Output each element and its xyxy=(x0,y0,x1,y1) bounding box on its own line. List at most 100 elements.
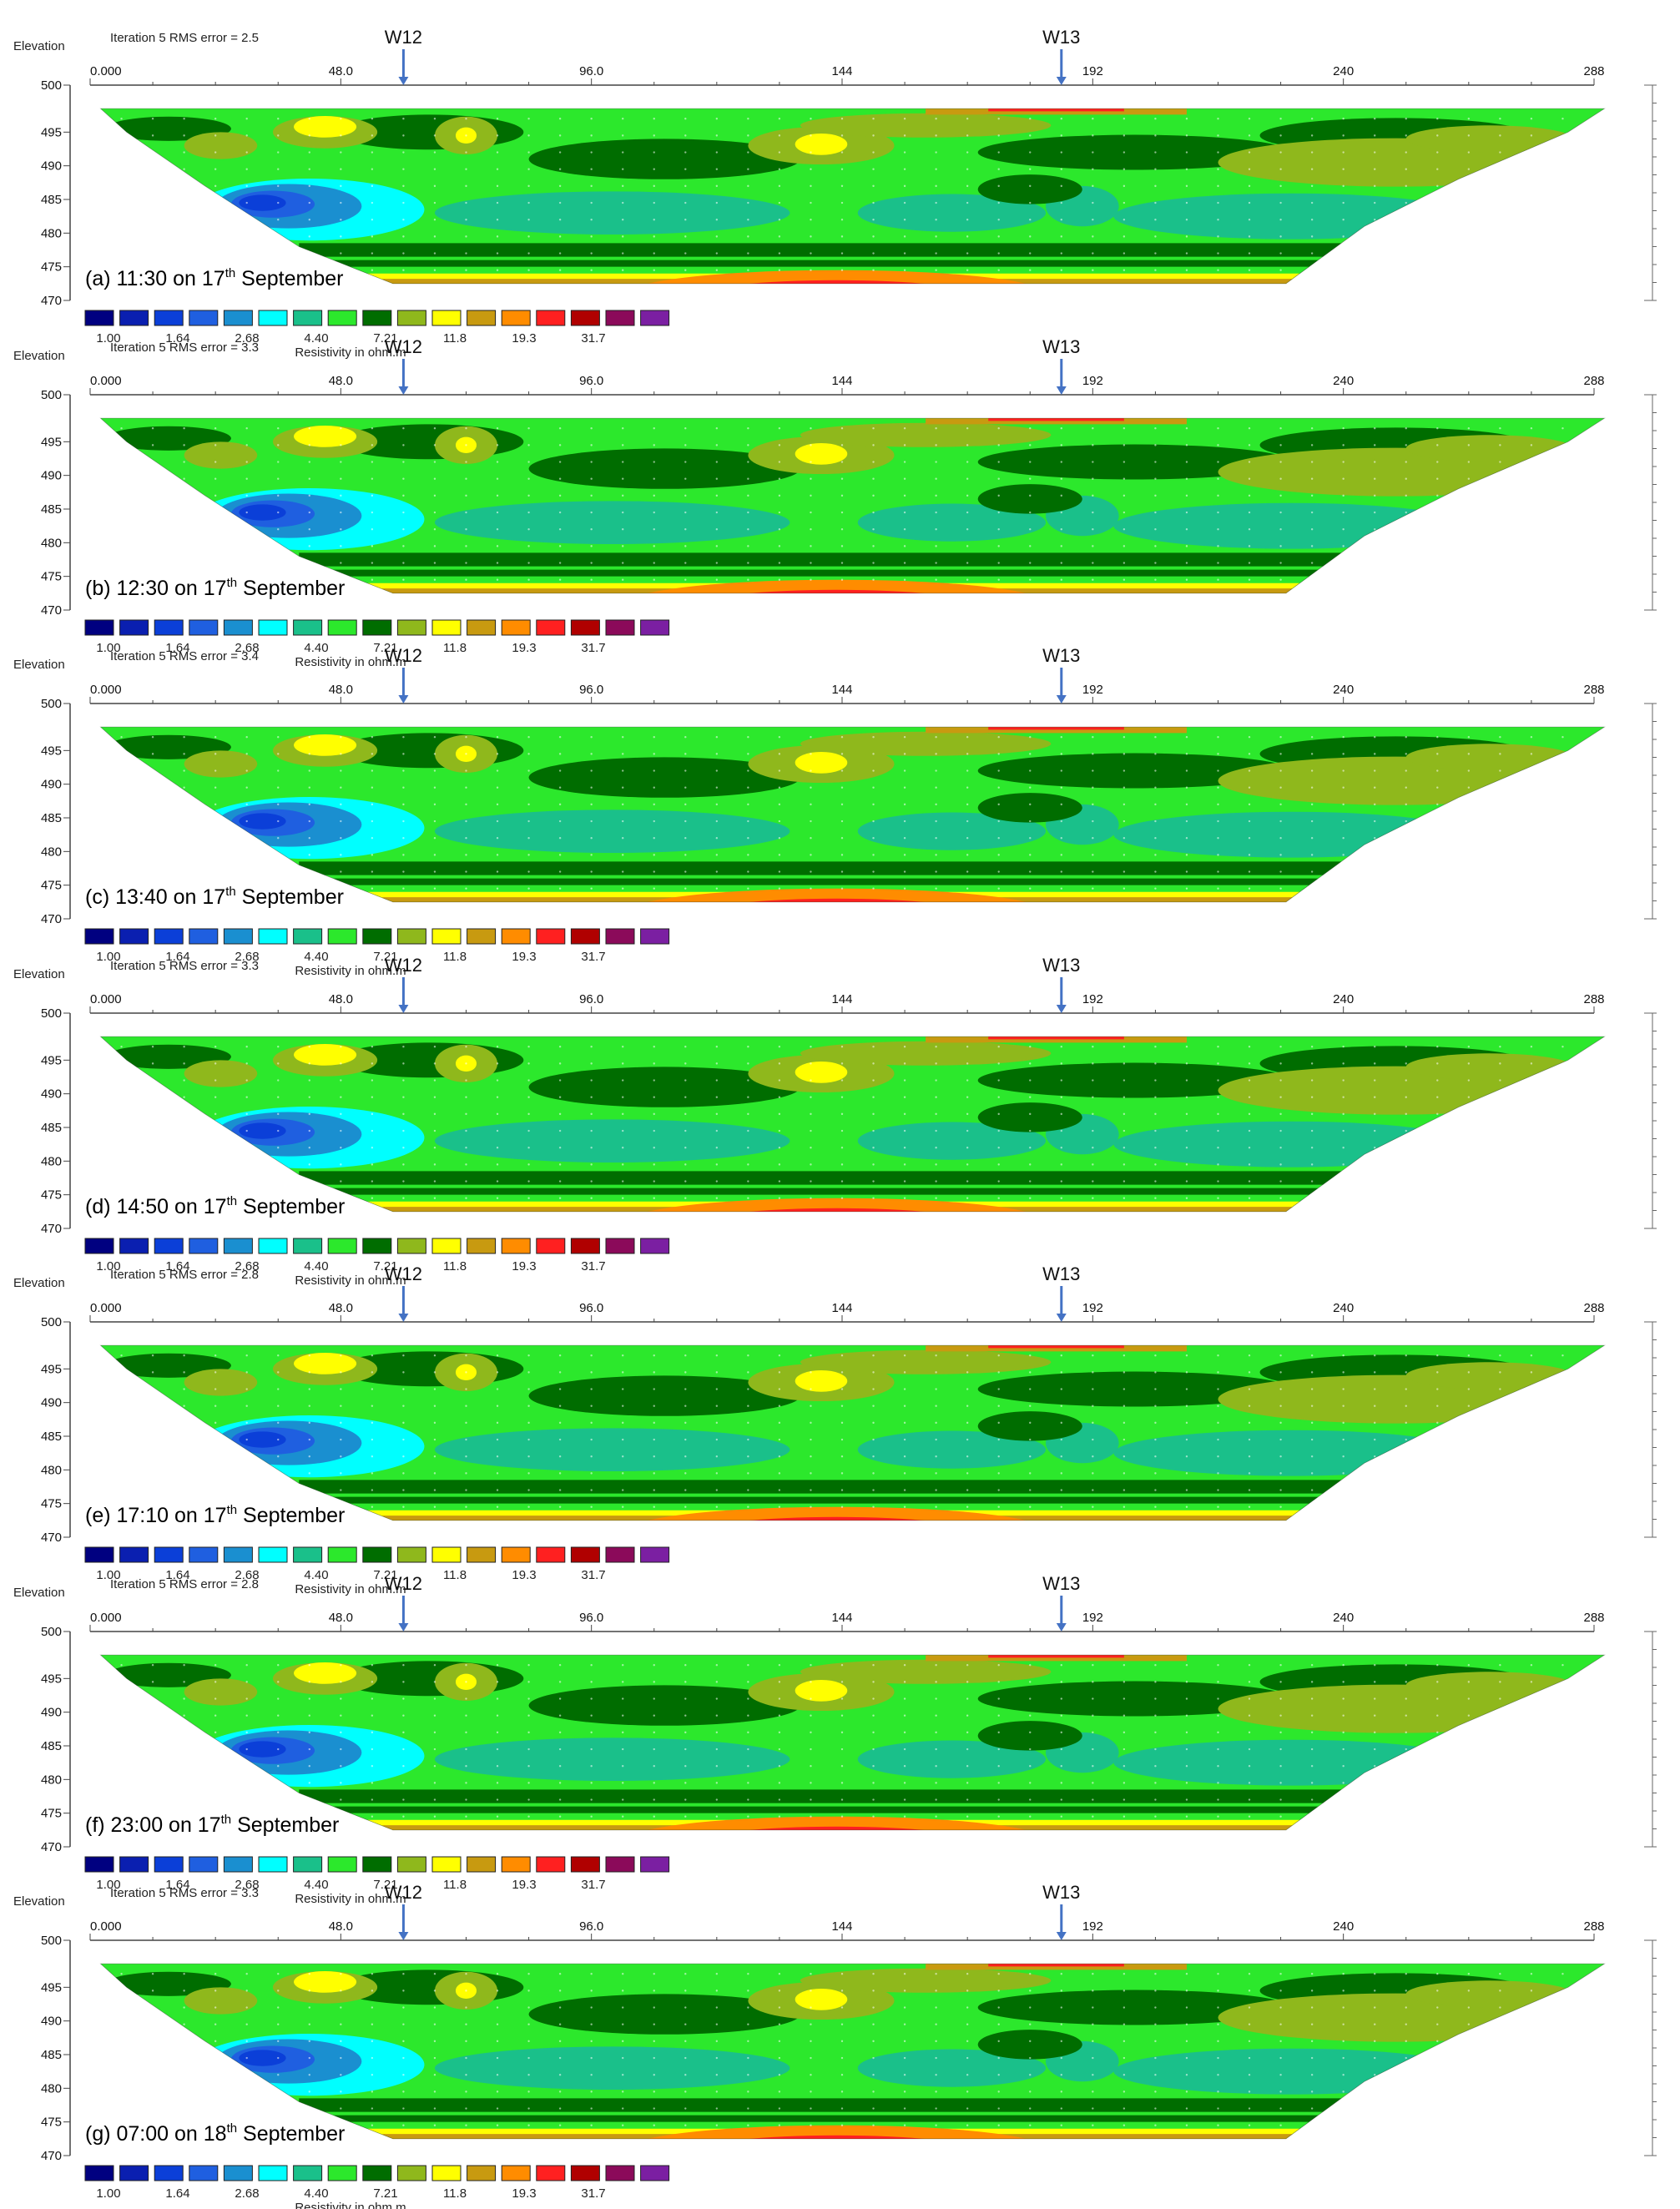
data-point xyxy=(840,1078,844,1082)
data-point xyxy=(340,1455,342,1458)
data-point xyxy=(371,870,374,873)
data-point xyxy=(558,769,562,772)
data-point xyxy=(120,494,123,497)
data-point xyxy=(840,1663,844,1666)
data-point xyxy=(340,1112,342,1115)
data-point xyxy=(183,184,185,188)
caption-month: September xyxy=(237,1195,345,1218)
data-point xyxy=(1248,1388,1251,1390)
data-point xyxy=(1248,1489,1251,1491)
data-point xyxy=(527,1096,530,1098)
data-point xyxy=(245,769,248,772)
data-point xyxy=(1092,168,1094,170)
data-point xyxy=(1185,820,1188,823)
data-point xyxy=(1061,1523,1062,1525)
resistivity-section xyxy=(100,108,1605,284)
data-point xyxy=(1123,1764,1126,1767)
data-point xyxy=(214,511,217,513)
data-point xyxy=(214,2006,217,2009)
data-point xyxy=(214,854,217,856)
data-point xyxy=(997,1680,1000,1683)
data-point xyxy=(1467,1062,1471,1065)
data-point xyxy=(747,1045,749,1047)
data-point xyxy=(1561,820,1564,823)
section-outline xyxy=(99,1963,1606,2140)
data-point xyxy=(1123,1815,1126,1818)
data-point xyxy=(966,561,969,564)
data-point xyxy=(371,201,374,204)
data-point xyxy=(1374,1371,1376,1374)
data-point xyxy=(810,460,812,463)
data-point xyxy=(966,426,969,429)
data-point xyxy=(1185,1354,1188,1357)
data-point xyxy=(1279,1680,1282,1683)
x-tick-label: 288 xyxy=(1583,1301,1604,1315)
data-point xyxy=(308,1748,310,1750)
data-point xyxy=(1310,1663,1314,1666)
data-point xyxy=(402,2090,405,2093)
data-point xyxy=(1154,1455,1157,1458)
data-point xyxy=(1185,544,1188,547)
data-point xyxy=(810,527,812,530)
data-point xyxy=(1530,837,1533,840)
data-point xyxy=(1154,1973,1157,1975)
zone-yellow xyxy=(795,1988,848,2010)
data-point xyxy=(1060,1388,1062,1390)
data-point xyxy=(715,1815,719,1818)
data-point xyxy=(1436,1781,1439,1784)
data-point xyxy=(402,269,405,271)
data-point xyxy=(433,1062,436,1065)
data-point xyxy=(1060,820,1062,823)
data-point xyxy=(778,1781,781,1784)
data-point xyxy=(935,252,937,255)
data-point xyxy=(715,201,719,204)
zone-olive xyxy=(800,422,1052,447)
data-point xyxy=(840,1354,844,1357)
data-point xyxy=(433,1663,436,1666)
data-point xyxy=(653,1405,655,1407)
data-point xyxy=(433,736,436,739)
data-point xyxy=(183,1405,185,1407)
data-point xyxy=(120,1421,123,1425)
data-point xyxy=(371,1421,374,1425)
data-point xyxy=(214,1078,217,1082)
data-point xyxy=(840,1438,844,1441)
data-point xyxy=(496,803,499,806)
section-outline xyxy=(99,1036,1606,1212)
data-point xyxy=(1060,2124,1062,2126)
legend-swatch xyxy=(536,310,566,326)
data-point xyxy=(1092,1697,1094,1700)
data-point xyxy=(1092,736,1094,739)
zone-teal xyxy=(434,1737,790,1781)
data-point xyxy=(590,184,593,188)
data-point xyxy=(622,736,624,739)
data-point xyxy=(997,1505,1000,1508)
data-point xyxy=(684,494,687,497)
data-point xyxy=(277,1663,280,1666)
data-point xyxy=(810,118,812,120)
data-point xyxy=(1561,2023,1564,2025)
zone-darkgreen xyxy=(528,757,800,798)
data-point xyxy=(465,1680,467,1683)
data-point xyxy=(1248,2074,1251,2076)
data-point xyxy=(1248,2040,1251,2043)
data-point xyxy=(1248,544,1251,547)
data-point xyxy=(151,2006,154,2009)
data-point xyxy=(1374,1405,1376,1407)
legend-label: 1.64 xyxy=(165,2186,189,2201)
data-point xyxy=(1123,219,1126,221)
data-point xyxy=(402,1078,405,1082)
data-point xyxy=(1405,443,1407,446)
data-point xyxy=(1248,1680,1251,1683)
legend-swatch xyxy=(605,1546,635,1563)
data-point xyxy=(1436,511,1439,513)
data-point xyxy=(558,219,562,221)
data-point xyxy=(622,151,624,154)
data-point xyxy=(1499,2074,1501,2076)
data-point xyxy=(1279,1714,1282,1717)
data-point xyxy=(1092,201,1094,204)
data-point xyxy=(245,2074,248,2076)
data-point xyxy=(1154,1815,1157,1818)
data-point xyxy=(1279,1146,1282,1148)
data-point xyxy=(1060,1990,1062,1992)
